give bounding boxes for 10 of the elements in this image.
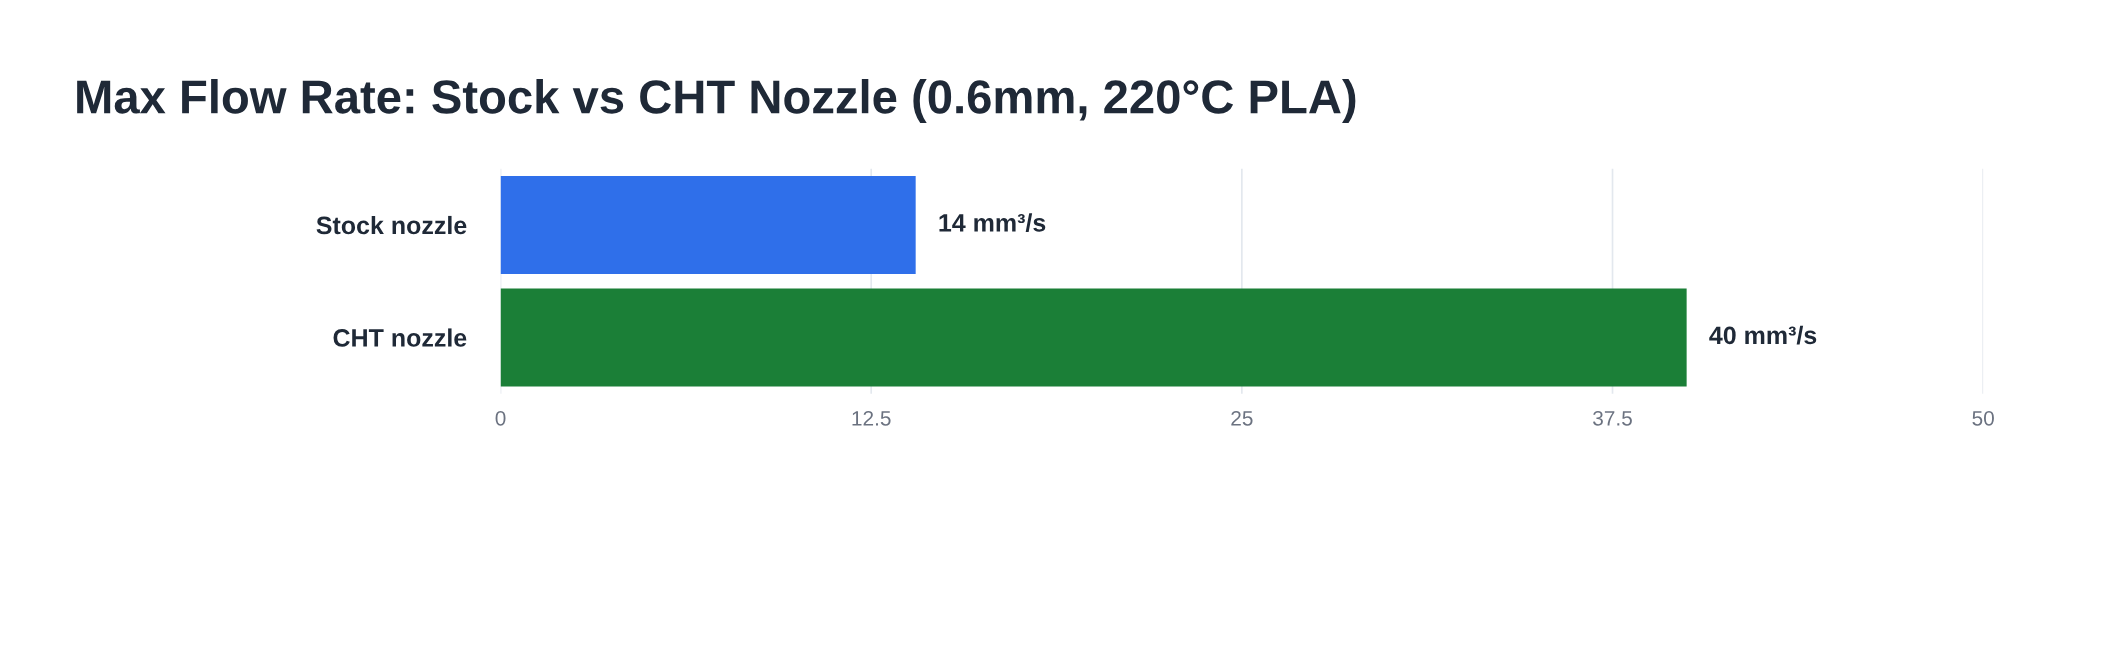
data-label: 14 mm³/s <box>939 213 1046 232</box>
x-tick-label: 37.5 <box>1593 410 1632 426</box>
data-label: 40 mm³/s <box>1709 325 1817 345</box>
y-tick-label: CHT nozzle <box>333 328 467 347</box>
y-tick-label: Stock nozzle <box>316 215 467 235</box>
x-tick-label: 50 <box>1972 410 1994 426</box>
chart-title: Max Flow Rate: Stock vs CHT Nozzle (0.6mm, 220°C PLA) <box>77 78 1356 124</box>
x-tick-label: 0 <box>495 410 506 426</box>
x-tick-label: 12.5 <box>852 410 891 426</box>
x-tick-label: 25 <box>1231 410 1253 426</box>
